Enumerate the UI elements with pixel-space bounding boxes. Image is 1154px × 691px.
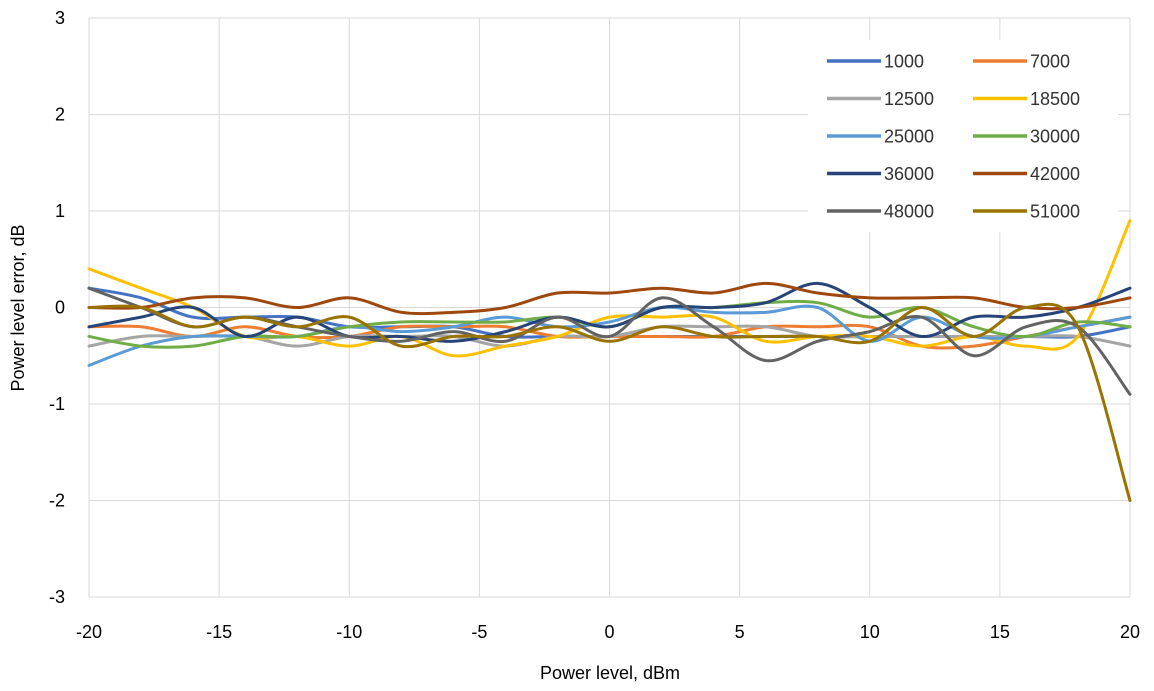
x-tick-label: 5: [735, 622, 745, 642]
series-lines: [87, 219, 1132, 502]
x-tick-label: -15: [206, 622, 232, 642]
series-line-51000: [87, 302, 1132, 502]
legend: 1000 7000 12500 18500 25000 30000 36000 42000 48…: [827, 52, 1080, 222]
y-tick-label: 1: [55, 201, 65, 221]
legend-label: 48000: [884, 202, 934, 222]
series-line-36000: [87, 281, 1132, 343]
legend-item-30000: 30000: [973, 127, 1080, 147]
x-tick-label: -5: [471, 622, 487, 642]
legend-item-7000: 7000: [973, 52, 1070, 72]
legend-item-1000: 1000: [827, 52, 924, 72]
x-tick-label: -10: [336, 622, 362, 642]
y-tick-label: -1: [49, 394, 65, 414]
legend-label: 1000: [884, 52, 924, 72]
x-tick-label: 20: [1120, 622, 1140, 642]
legend-item-18500: 18500: [973, 89, 1080, 109]
y-tick-label: -3: [49, 587, 65, 607]
x-tick-label: 10: [860, 622, 880, 642]
y-axis-title: Power level error, dB: [8, 224, 28, 391]
y-tick-label: 3: [55, 8, 65, 28]
legend-label: 42000: [1030, 164, 1080, 184]
legend-label: 18500: [1030, 89, 1080, 109]
legend-label: 7000: [1030, 52, 1070, 72]
legend-item-25000: 25000: [827, 127, 934, 147]
legend-item-12500: 12500: [827, 89, 934, 109]
x-tick-label: 15: [990, 622, 1010, 642]
x-tick-label: 0: [604, 622, 614, 642]
legend-item-51000: 51000: [973, 202, 1080, 222]
x-tick-label: -20: [76, 622, 102, 642]
y-tick-label: 0: [55, 298, 65, 318]
legend-label: 51000: [1030, 202, 1080, 222]
legend-label: 25000: [884, 127, 934, 147]
legend-label: 12500: [884, 89, 934, 109]
legend-label: 36000: [884, 164, 934, 184]
x-axis-title: Power level, dBm: [540, 663, 680, 683]
legend-item-36000: 36000: [827, 164, 934, 184]
legend-item-48000: 48000: [827, 202, 934, 222]
y-tick-label: 2: [55, 105, 65, 125]
legend-item-42000: 42000: [973, 164, 1080, 184]
series-line-42000: [87, 281, 1132, 316]
y-tick-label: -2: [49, 491, 65, 511]
legend-label: 30000: [1030, 127, 1080, 147]
